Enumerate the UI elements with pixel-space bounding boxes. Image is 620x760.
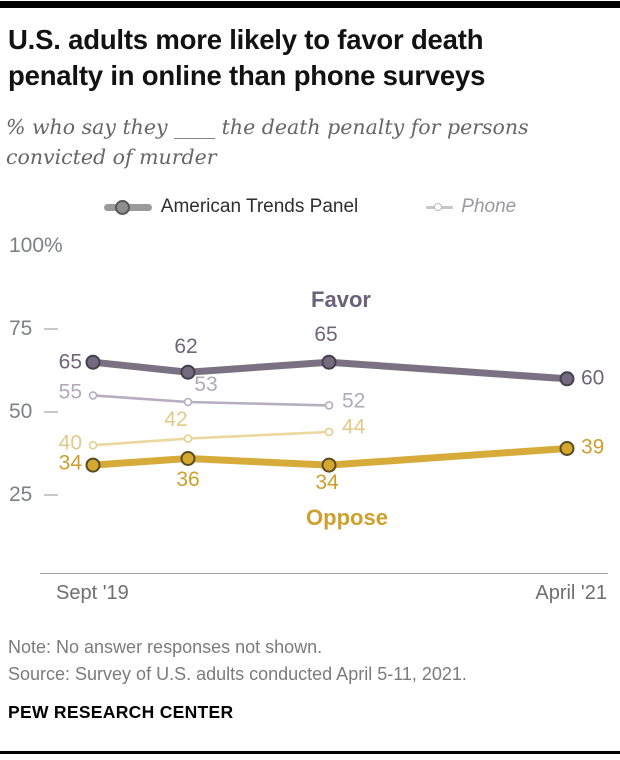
atp-favor-value-label: 65 [58, 350, 82, 374]
phone-favor-line [91, 394, 331, 407]
phone-oppose-value-label: 42 [164, 407, 188, 431]
page-title-line2: penalty in online than phone surveys [8, 60, 486, 91]
page-title-line1: U.S. adults more likely to favor death [8, 24, 484, 55]
series-annotation-favor: Favor [311, 287, 371, 312]
atp-favor-point-marker [85, 354, 101, 370]
chart-subtitle-line1: % who say they ____ the death penalty fo… [6, 115, 529, 139]
phone-favor-value-label: 55 [58, 380, 82, 404]
y-tick-label: 100% [9, 234, 63, 257]
atp-favor-value-label: 60 [581, 366, 605, 390]
phone-favor-point-marker [88, 391, 98, 400]
y-tick-mark [44, 411, 58, 413]
y-tick-label: 50 [9, 400, 33, 423]
phone-oppose-point-marker [183, 434, 193, 443]
x-axis-label-end: April '21 [535, 582, 607, 604]
phone-oppose-point-marker [88, 440, 98, 450]
series-annotation-oppose: Oppose [306, 505, 388, 530]
atp-oppose-value-label: 34 [58, 451, 82, 475]
note-text: Note: No answer responses not shown. [8, 637, 323, 657]
chart-subtitle-line2: convicted of murder [6, 145, 217, 169]
phone-oppose-point-marker [324, 427, 334, 437]
atp-oppose-point-marker [180, 451, 196, 466]
footer-notes: Note: No answer responses not shown. Sou… [8, 634, 467, 688]
atp-favor-value-label: 62 [174, 335, 198, 359]
source-text: Source: Survey of U.S. adults conducted … [8, 664, 467, 684]
atp-oppose-line [89, 445, 571, 469]
atp-line-marker-icon [103, 199, 152, 215]
phone-line-marker-icon [426, 202, 454, 212]
phone-favor-value-label: 52 [342, 389, 366, 413]
legend-item-atp: American Trends Panel [103, 196, 359, 218]
phone-favor-point-marker [324, 401, 334, 410]
legend-label-atp: American Trends Panel [160, 196, 359, 217]
phone-oppose-value-label: 44 [342, 415, 366, 439]
phone-favor-value-label: 53 [194, 373, 218, 397]
y-tick-mark [44, 494, 58, 496]
y-tick-label: 25 [9, 483, 33, 506]
legend: American Trends Panel Phone [0, 196, 620, 218]
atp-favor-point-marker [180, 364, 196, 380]
org-name: PEW RESEARCH CENTER [8, 702, 234, 722]
atp-oppose-value-label: 34 [315, 471, 339, 495]
atp-oppose-point-marker [321, 457, 337, 473]
bottom-rule [0, 751, 620, 754]
phone-oppose-line [91, 430, 331, 447]
page-title: U.S. adults more likely to favor death p… [8, 22, 614, 94]
legend-item-phone: Phone [426, 196, 516, 218]
atp-oppose-point-marker [85, 457, 101, 473]
legend-label-phone: Phone [461, 196, 517, 217]
atp-oppose-point-marker [559, 441, 575, 456]
atp-favor-point-marker [321, 354, 337, 370]
y-tick-mark [44, 328, 58, 330]
chart-subtitle: % who say they ____ the death penalty fo… [6, 112, 606, 172]
x-axis-label-start: Sept '19 [56, 582, 129, 604]
phone-favor-point-marker [183, 397, 193, 407]
atp-oppose-value-label: 36 [176, 468, 200, 492]
atp-favor-point-marker [559, 371, 575, 387]
x-axis-line [40, 573, 608, 574]
top-rule [0, 1, 620, 8]
phone-oppose-value-label: 40 [58, 431, 82, 455]
y-tick-label: 75 [9, 317, 33, 340]
atp-favor-line [89, 358, 571, 383]
atp-favor-value-label: 65 [314, 323, 338, 347]
atp-oppose-value-label: 39 [581, 435, 605, 459]
